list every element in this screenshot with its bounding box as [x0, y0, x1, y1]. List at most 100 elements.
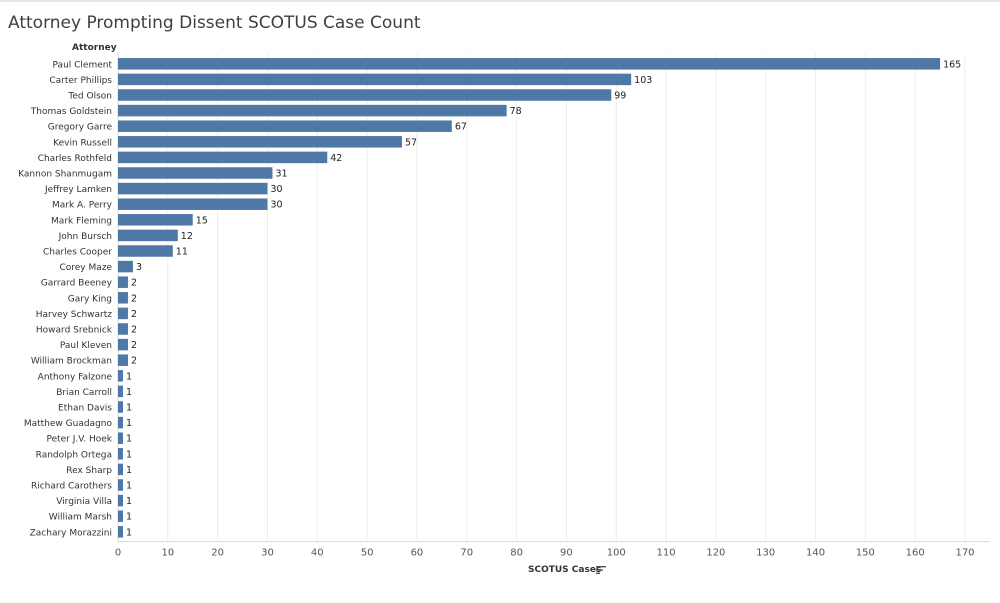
x-tick-label: 70	[460, 548, 473, 559]
row-header-attorney: Attorney	[72, 43, 117, 53]
data-label: 2	[131, 278, 137, 289]
data-label: 1	[126, 403, 132, 414]
bar	[118, 276, 128, 288]
data-label: 1	[126, 512, 132, 523]
data-label: 1	[126, 527, 132, 538]
data-label: 11	[176, 247, 188, 258]
category-label: Richard Carothers	[31, 482, 112, 492]
category-label: Jeffrey Lamken	[44, 185, 112, 195]
data-label: 30	[270, 200, 282, 211]
x-tick-label: 140	[806, 548, 825, 559]
data-label: 2	[131, 325, 137, 336]
category-label: Peter J.V. Hoek	[46, 435, 112, 445]
bar	[118, 104, 507, 117]
x-tick-label: 10	[161, 548, 174, 559]
data-label: 1	[126, 387, 132, 398]
bar	[118, 338, 128, 351]
data-label: 103	[634, 75, 652, 86]
category-label: Zachary Morazzini	[30, 528, 112, 538]
bar	[118, 385, 123, 398]
data-label: 30	[270, 184, 282, 195]
category-label: William Marsh	[49, 513, 112, 523]
x-tick-label: 120	[706, 548, 725, 559]
bar	[118, 182, 268, 195]
data-label: 1	[126, 434, 132, 445]
category-label: Rex Sharp	[66, 466, 112, 476]
category-label: Corey Maze	[59, 263, 112, 273]
bar	[118, 526, 123, 538]
data-label: 99	[614, 91, 626, 102]
category-label: John Bursch	[58, 232, 112, 242]
data-label: 1	[126, 371, 132, 382]
data-label: 1	[126, 481, 132, 492]
bar	[118, 479, 123, 491]
top-divider	[0, 0, 1000, 2]
category-label: Brian Carroll	[56, 388, 112, 398]
bar	[118, 354, 128, 366]
bar	[118, 307, 128, 320]
data-label: 67	[455, 122, 467, 133]
category-label: Virginia Villa	[56, 497, 112, 507]
data-label: 2	[131, 356, 137, 367]
category-label: Mark Fleming	[51, 216, 112, 226]
x-axis-title: SCOTUS Cases	[528, 565, 602, 575]
category-label: Anthony Falzone	[38, 372, 113, 382]
x-tick-label: 50	[361, 548, 374, 559]
bar	[118, 260, 133, 273]
category-label: Mark A. Perry	[52, 201, 113, 211]
bar	[118, 167, 273, 179]
category-label: Gary King	[68, 294, 112, 304]
chart-title: Attorney Prompting Dissent SCOTUS Case C…	[8, 13, 421, 33]
bar	[118, 214, 193, 226]
category-label: Kannon Shanmugam	[18, 170, 112, 180]
bar	[118, 136, 402, 148]
category-label: Harvey Schwartz	[36, 310, 113, 320]
data-label: 2	[131, 340, 137, 351]
x-tick-label: 80	[510, 548, 523, 559]
x-tick-label: 130	[756, 548, 775, 559]
category-label: Ted Olson	[67, 92, 112, 102]
category-label: Kevin Russell	[53, 138, 112, 148]
bar	[118, 245, 173, 257]
bar	[118, 151, 328, 164]
category-label: Randolph Ortega	[36, 450, 112, 460]
data-label: 42	[330, 153, 342, 164]
bar	[118, 370, 123, 382]
data-label: 12	[181, 231, 193, 242]
bar	[118, 448, 123, 460]
x-tick-label: 160	[906, 548, 925, 559]
category-label: Paul Kleven	[60, 341, 112, 351]
bar	[118, 323, 128, 335]
category-label: Matthew Guadagno	[24, 419, 113, 429]
bar	[118, 229, 178, 242]
data-label: 1	[126, 496, 132, 507]
bar	[118, 510, 123, 522]
x-tick-label: 30	[261, 548, 274, 559]
bar	[118, 401, 123, 413]
x-tick-label: 60	[411, 548, 424, 559]
sort-descending-icon[interactable]	[596, 565, 606, 575]
bar	[118, 198, 268, 210]
x-tick-label: 170	[955, 548, 974, 559]
data-label: 57	[405, 137, 417, 148]
data-label: 2	[131, 293, 137, 304]
bar	[118, 463, 123, 476]
bar	[118, 120, 452, 132]
category-label: Charles Rothfeld	[38, 154, 112, 164]
data-label: 1	[126, 465, 132, 476]
data-label: 78	[510, 106, 522, 117]
category-label: Howard Srebnick	[36, 326, 113, 336]
category-label: Gregory Garre	[48, 123, 113, 133]
data-label: 1	[126, 418, 132, 429]
category-label: William Brockman	[31, 357, 112, 367]
category-label: Garrard Beeney	[41, 279, 113, 289]
data-label: 2	[131, 309, 137, 320]
data-label: 165	[943, 59, 961, 70]
category-label: Thomas Goldstein	[30, 107, 112, 117]
category-label: Ethan Davis	[58, 404, 112, 414]
data-label: 1	[126, 449, 132, 460]
bar	[118, 416, 123, 429]
x-tick-label: 110	[657, 548, 676, 559]
bar	[118, 494, 123, 507]
